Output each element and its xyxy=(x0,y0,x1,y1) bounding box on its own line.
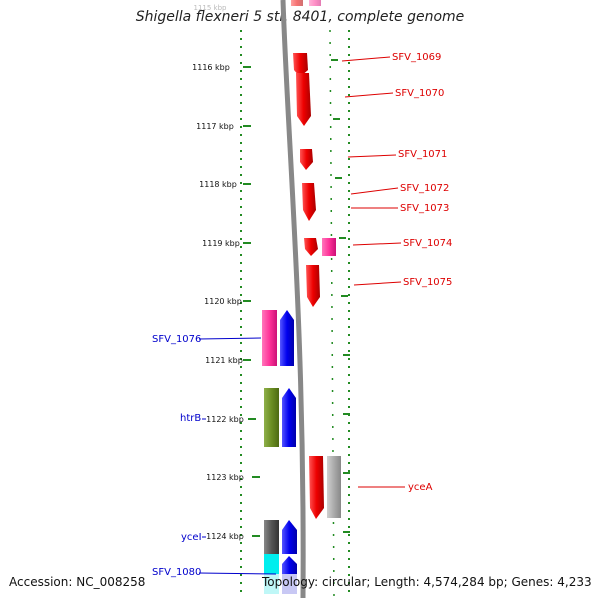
gene-label[interactable]: SFV_1072 xyxy=(400,183,449,194)
gene-yceI-dark[interactable] xyxy=(264,520,279,554)
gene-label[interactable]: SFV_1074 xyxy=(403,238,452,249)
left-gene-labels: SFV_1076 htrB yceI SFV_1080 xyxy=(152,334,277,578)
gene-SFV_1076-blue[interactable] xyxy=(280,310,294,366)
gene-yceA[interactable] xyxy=(309,456,324,519)
gene-yceI-blue[interactable] xyxy=(282,520,297,554)
gene-SFV_1071[interactable] xyxy=(300,149,313,170)
ruler-label: 1121 kbp xyxy=(205,356,243,365)
accession-text: Accession: NC_008258 xyxy=(9,575,146,589)
gene-SFV_1080-blue[interactable] xyxy=(282,556,297,574)
gene-SFV_1080-cyan[interactable] xyxy=(264,554,279,574)
gene-SFV_1075[interactable] xyxy=(306,265,320,307)
gene-SFV_1074-pink[interactable] xyxy=(322,238,336,256)
right-gene-labels: SFV_1069 SFV_1070 SFV_1071 SFV_1072 SFV_… xyxy=(341,52,452,493)
leader-line xyxy=(198,572,277,575)
gene-label[interactable]: SFV_1069 xyxy=(392,52,441,63)
leader-line xyxy=(341,56,391,62)
gene-SFV_1080-faded-cyan xyxy=(264,574,279,594)
forward-genes[interactable] xyxy=(293,53,341,519)
gene-SFV_1074[interactable] xyxy=(304,238,318,256)
gene-SFV_1072[interactable] xyxy=(302,183,316,221)
genome-backbone xyxy=(280,0,306,599)
ruler-label: 1122 kbp xyxy=(206,415,244,424)
topology-text: Topology: circular; Length: 4,574,284 bp… xyxy=(262,575,592,589)
gene-label[interactable]: SFV_1070 xyxy=(395,88,444,99)
gene-htrB-olive[interactable] xyxy=(264,388,279,447)
gene-SFV_1076-pink[interactable] xyxy=(262,310,277,366)
leader-line xyxy=(198,337,262,340)
gene-label[interactable]: SFV_1080 xyxy=(152,567,201,578)
gene-label[interactable]: SFV_1076 xyxy=(152,334,201,345)
leader-line xyxy=(352,242,402,246)
leader-line xyxy=(344,92,394,98)
ruler-label: 1118 kbp xyxy=(199,180,237,189)
ruler-label: 1123 kbp xyxy=(206,473,244,482)
faded-top-genes xyxy=(291,0,321,6)
leader-line xyxy=(347,154,397,158)
ruler-label: 1119 kbp xyxy=(202,239,240,248)
gene-yceA-gray[interactable] xyxy=(327,456,341,518)
gene-SFV_1069[interactable] xyxy=(293,53,308,77)
reverse-genes[interactable] xyxy=(262,310,297,594)
ruler-label-top: 1115 kbp xyxy=(194,4,228,12)
ruler-label: 1117 kbp xyxy=(196,122,234,131)
leader-line xyxy=(350,187,399,195)
gene-SFV_1070[interactable] xyxy=(296,73,311,126)
ruler-label: 1124 kbp xyxy=(206,532,244,541)
ruler-label: 1120 kbp xyxy=(204,297,242,306)
map-title: Shigella flexneri 5 str. 8401, complete … xyxy=(135,9,465,25)
gene-label[interactable]: htrB xyxy=(180,413,201,424)
gene-SFV_1080-faded-blue xyxy=(282,574,297,594)
ruler-right-ticks xyxy=(331,59,350,533)
gene-label[interactable]: SFV_1075 xyxy=(403,277,452,288)
gene-label[interactable]: SFV_1071 xyxy=(398,149,447,160)
ruler-label: 1116 kbp xyxy=(192,63,230,72)
ruler-kbp: 1116 kbp 1117 kbp 1118 kbp 1119 kbp 1120… xyxy=(192,63,260,541)
gene-label[interactable]: SFV_1073 xyxy=(400,203,449,214)
gene-label[interactable]: yceA xyxy=(408,482,433,493)
gene-htrB-blue[interactable] xyxy=(282,388,296,447)
leader-line xyxy=(353,281,402,286)
gene-label[interactable]: yceI xyxy=(181,532,202,543)
